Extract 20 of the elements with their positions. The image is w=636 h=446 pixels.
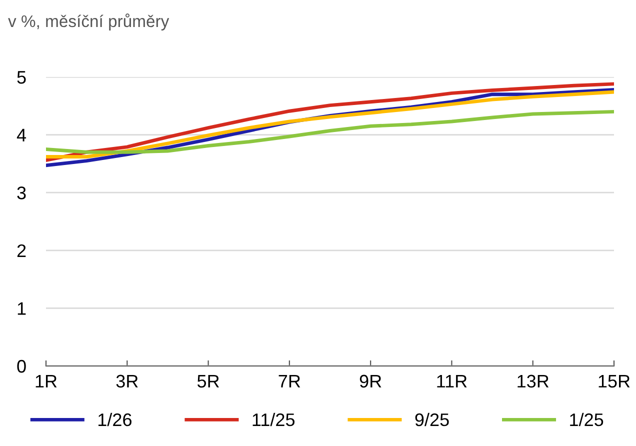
- x-tick-label: 3R: [116, 374, 138, 388]
- line-series: [46, 110, 614, 154]
- y-tick-label: 2: [17, 244, 26, 257]
- y-tick-label: 3: [17, 186, 26, 200]
- x-tick-label: 15R: [598, 374, 630, 388]
- x-tick-label: 1R: [36, 374, 57, 388]
- y-tick-label: 4: [16, 128, 26, 142]
- legend-label: 1/25: [570, 412, 604, 426]
- x-tick-label: 13R: [518, 374, 549, 388]
- y-tick-label: 1: [18, 302, 26, 315]
- legend-label: 1/26: [98, 412, 132, 426]
- x-tick-label: 9R: [360, 374, 382, 388]
- legend-label: 9/25: [415, 412, 449, 426]
- y-axis-title: v %, měsíční průměry: [8, 14, 170, 30]
- y-tick-label: 0: [17, 360, 26, 373]
- x-tick-label: 7R: [278, 374, 300, 388]
- x-tick-label: 5R: [197, 374, 219, 388]
- y-tick-label: 5: [17, 71, 26, 84]
- x-tick-label: 11R: [437, 374, 467, 388]
- legend-label: 11/25: [252, 412, 295, 426]
